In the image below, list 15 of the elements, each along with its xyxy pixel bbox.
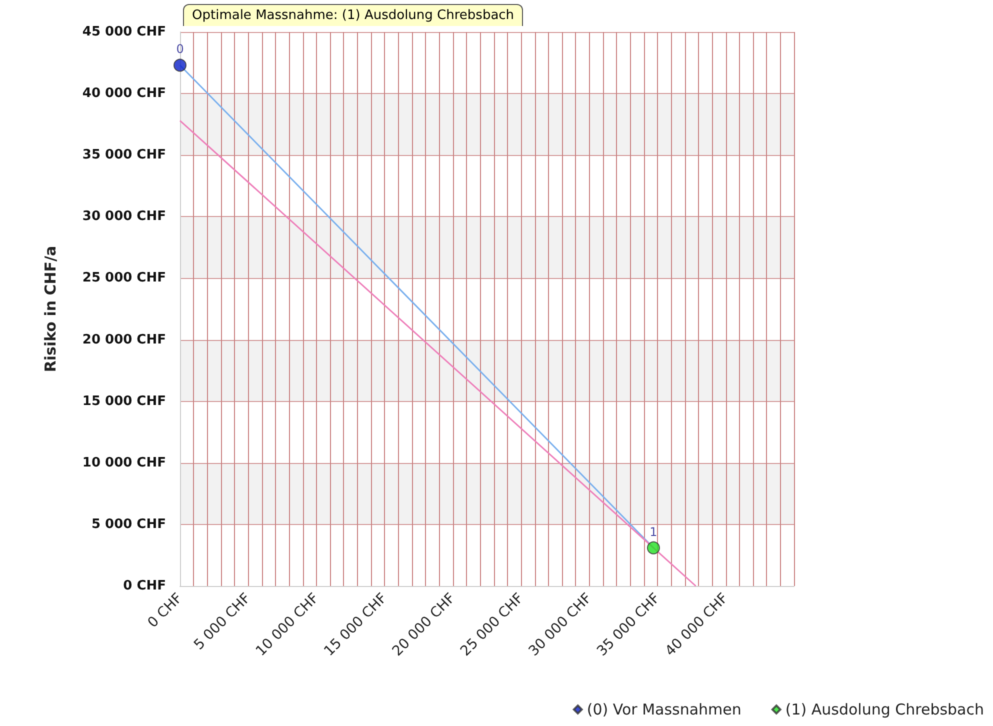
y-tick-label: 5 000 CHF xyxy=(91,516,166,532)
y-tick-label: 30 000 CHF xyxy=(82,209,166,224)
y-tick-label: 35 000 CHF xyxy=(82,148,166,163)
legend-label: (1) Ausdolung Chrebsbach xyxy=(785,700,984,718)
y-tick-label: 25 000 CHF xyxy=(82,270,166,286)
y-tick-label: 20 000 CHF xyxy=(82,332,166,348)
y-tick-label: 10 000 CHF xyxy=(82,455,166,470)
annotation: 0 xyxy=(176,42,184,56)
y-tick-label: 40 000 CHF xyxy=(82,86,166,102)
y-tick-label: 0 CHF xyxy=(123,578,166,594)
annotation: 1 xyxy=(650,524,658,539)
y-axis-title: Risiko in CHF/a xyxy=(42,246,60,372)
y-tick-label: 15 000 CHF xyxy=(82,394,166,409)
y-tick-label: 45 000 CHF xyxy=(82,24,166,40)
legend-label: (0) Vor Massnahmen xyxy=(586,700,742,718)
